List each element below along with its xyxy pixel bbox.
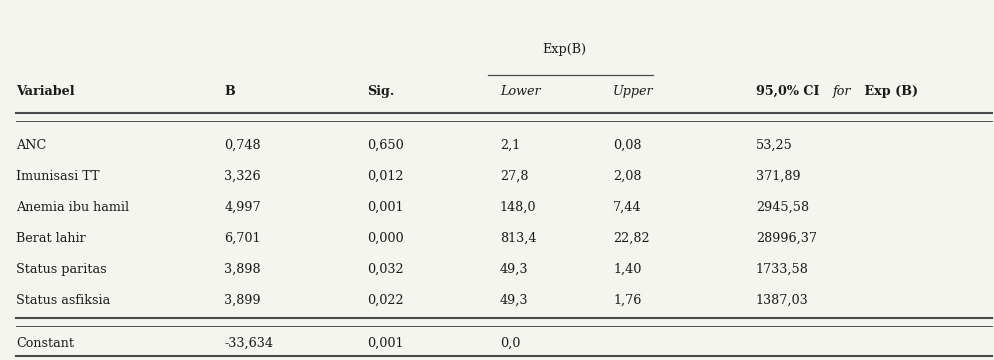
Text: 4,997: 4,997: [225, 201, 261, 214]
Text: 28996,37: 28996,37: [755, 232, 817, 245]
Text: 1733,58: 1733,58: [755, 263, 809, 276]
Text: 3,898: 3,898: [225, 263, 261, 276]
Text: 0,001: 0,001: [367, 201, 404, 214]
Text: 3,326: 3,326: [225, 170, 261, 183]
Text: 148,0: 148,0: [500, 201, 537, 214]
Text: Status paritas: Status paritas: [16, 263, 106, 276]
Text: 813,4: 813,4: [500, 232, 537, 245]
Text: Status asfiksia: Status asfiksia: [16, 294, 110, 307]
Text: 0,022: 0,022: [367, 294, 404, 307]
Text: Imunisasi TT: Imunisasi TT: [16, 170, 99, 183]
Text: Constant: Constant: [16, 337, 74, 350]
Text: B: B: [225, 85, 236, 98]
Text: 22,82: 22,82: [613, 232, 650, 245]
Text: 7,44: 7,44: [613, 201, 642, 214]
Text: 49,3: 49,3: [500, 263, 529, 276]
Text: 6,701: 6,701: [225, 232, 261, 245]
Text: -33,634: -33,634: [225, 337, 273, 350]
Text: 53,25: 53,25: [755, 139, 792, 152]
Text: Sig.: Sig.: [367, 85, 395, 98]
Text: 1,40: 1,40: [613, 263, 641, 276]
Text: 27,8: 27,8: [500, 170, 529, 183]
Text: Upper: Upper: [613, 85, 654, 98]
Text: 2,08: 2,08: [613, 170, 642, 183]
Text: ANC: ANC: [16, 139, 46, 152]
Text: 0,032: 0,032: [367, 263, 404, 276]
Text: Exp (B): Exp (B): [860, 85, 918, 98]
Text: Exp(B): Exp(B): [542, 44, 586, 57]
Text: for: for: [833, 85, 851, 98]
Text: 0,748: 0,748: [225, 139, 261, 152]
Text: 1387,03: 1387,03: [755, 294, 808, 307]
Text: Berat lahir: Berat lahir: [16, 232, 85, 245]
Text: 0,001: 0,001: [367, 337, 404, 350]
Text: 95,0% CI: 95,0% CI: [755, 85, 824, 98]
Text: 2,1: 2,1: [500, 139, 520, 152]
Text: 0,0: 0,0: [500, 337, 520, 350]
Text: 1,76: 1,76: [613, 294, 641, 307]
Text: 0,000: 0,000: [367, 232, 404, 245]
Text: Lower: Lower: [500, 85, 541, 98]
Text: 2945,58: 2945,58: [755, 201, 809, 214]
Text: 3,899: 3,899: [225, 294, 261, 307]
Text: Variabel: Variabel: [16, 85, 75, 98]
Text: 0,08: 0,08: [613, 139, 642, 152]
Text: 0,012: 0,012: [367, 170, 404, 183]
Text: 371,89: 371,89: [755, 170, 800, 183]
Text: 0,650: 0,650: [367, 139, 404, 152]
Text: 49,3: 49,3: [500, 294, 529, 307]
Text: Anemia ibu hamil: Anemia ibu hamil: [16, 201, 129, 214]
